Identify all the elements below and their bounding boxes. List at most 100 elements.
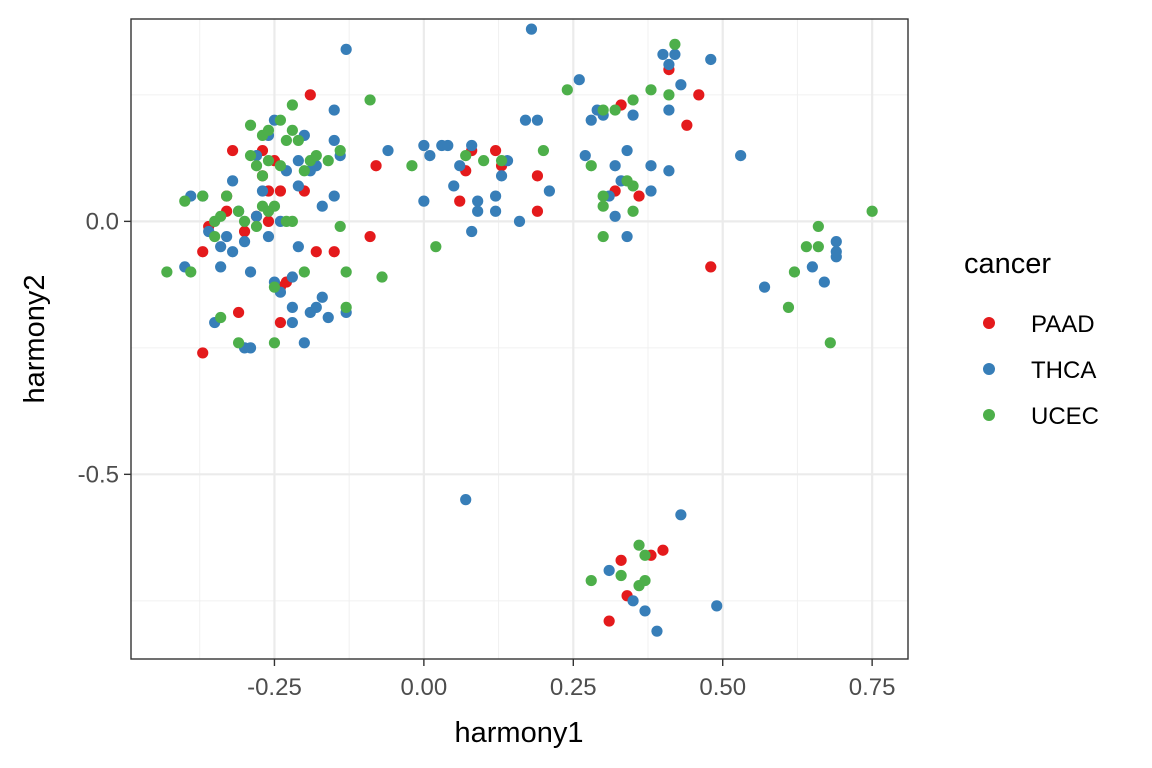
data-point-ucec	[585, 160, 597, 172]
data-point-thca	[806, 261, 818, 273]
data-point-thca	[442, 139, 454, 152]
data-point-ucec	[280, 134, 292, 147]
data-point-ucec	[334, 144, 346, 157]
data-point-thca	[340, 43, 352, 55]
data-point-thca	[227, 175, 239, 187]
data-point-thca	[292, 180, 304, 192]
data-point-thca	[830, 236, 842, 248]
data-point-thca	[705, 53, 717, 66]
data-point-ucec	[537, 144, 550, 157]
legend-label-thca: THCA	[1031, 357, 1096, 384]
data-point-paad	[531, 170, 544, 182]
data-point-ucec	[615, 569, 627, 582]
data-point-thca	[609, 160, 621, 172]
x-tick-label: 0.00	[401, 674, 448, 701]
data-point-thca	[663, 58, 675, 71]
data-point-ucec	[185, 266, 197, 278]
data-point-thca	[579, 150, 591, 162]
legend-label-ucec: UCEC	[1031, 403, 1099, 430]
data-point-thca	[310, 301, 322, 313]
data-point-thca	[818, 276, 830, 288]
data-point-thca	[627, 109, 639, 121]
legend: cancer PAAD THCA UCEC	[964, 248, 1099, 430]
data-point-thca	[250, 210, 263, 222]
data-point-paad	[633, 190, 645, 202]
x-axis-title: harmony1	[455, 717, 584, 749]
x-tick-label: 0.50	[699, 674, 746, 701]
data-point-ucec	[244, 119, 257, 131]
data-point-ucec	[215, 210, 227, 222]
data-point-thca	[418, 139, 430, 152]
data-point-thca	[639, 605, 651, 617]
data-point-thca	[621, 230, 633, 243]
data-point-ucec	[197, 190, 209, 202]
data-point-ucec	[609, 104, 621, 116]
data-point-thca	[525, 23, 538, 35]
data-point-ucec	[274, 160, 287, 172]
data-point-thca	[454, 160, 466, 172]
data-point-thca	[382, 144, 394, 157]
data-point-ucec	[322, 155, 334, 167]
data-point-thca	[472, 195, 484, 207]
data-point-paad	[274, 185, 287, 197]
data-point-thca	[215, 261, 227, 273]
data-point-thca	[609, 210, 621, 222]
data-point-thca	[322, 311, 334, 324]
y-axis-title: harmony2	[19, 275, 51, 404]
legend-items: PAAD THCA UCEC	[983, 311, 1099, 430]
data-point-thca	[573, 74, 585, 86]
data-point-thca	[424, 150, 436, 162]
data-point-paad	[615, 554, 627, 566]
data-point-thca	[328, 134, 340, 147]
data-point-ucec	[460, 150, 472, 162]
data-point-ucec	[812, 220, 824, 233]
data-point-thca	[244, 266, 257, 278]
data-point-paad	[238, 225, 251, 238]
data-point-ucec	[633, 539, 645, 551]
data-point-paad	[227, 144, 239, 157]
data-point-ucec	[788, 266, 801, 278]
data-point-ucec	[268, 337, 281, 349]
data-point-thca	[758, 281, 771, 293]
data-point-thca	[262, 230, 275, 243]
legend-title: cancer	[964, 248, 1051, 280]
data-point-paad	[197, 347, 209, 359]
data-point-thca	[513, 215, 526, 227]
data-point-paad	[657, 544, 669, 556]
data-point-paad	[693, 89, 705, 101]
data-point-thca	[735, 150, 747, 162]
data-point-ucec	[561, 84, 573, 96]
x-tick-label: 0.25	[550, 674, 597, 701]
x-tick-label: -0.25	[247, 674, 302, 701]
data-point-thca	[663, 165, 675, 177]
data-point-ucec	[232, 337, 245, 349]
data-point-thca	[316, 200, 328, 212]
data-point-ucec	[286, 99, 298, 111]
data-point-thca	[227, 246, 239, 258]
minor-gridlines	[131, 19, 908, 659]
legend-key-thca	[983, 363, 995, 375]
data-point-ucec	[669, 38, 681, 50]
data-point-thca	[466, 225, 478, 238]
data-point-thca	[711, 600, 723, 612]
data-point-thca	[675, 509, 687, 521]
data-point-ucec	[597, 230, 609, 243]
data-point-thca	[657, 48, 669, 61]
data-point-thca	[460, 494, 472, 506]
data-point-thca	[830, 246, 842, 258]
data-point-ucec	[800, 241, 812, 253]
data-point-thca	[669, 48, 681, 61]
data-point-ucec	[627, 94, 639, 106]
data-point-ucec	[364, 94, 376, 106]
data-point-thca	[292, 155, 304, 167]
panel-border	[130, 18, 909, 660]
data-point-ucec	[298, 266, 310, 278]
data-point-ucec	[627, 205, 639, 217]
legend-key-ucec	[983, 409, 995, 421]
data-point-ucec	[298, 165, 310, 177]
data-point-ucec	[478, 155, 490, 167]
data-point-thca	[286, 316, 298, 329]
data-point-paad	[603, 615, 615, 627]
data-point-thca	[466, 139, 478, 152]
